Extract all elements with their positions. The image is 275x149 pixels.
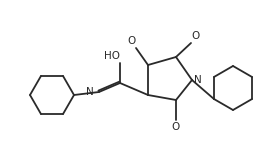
Text: N: N xyxy=(86,87,94,97)
Text: O: O xyxy=(128,36,136,46)
Text: N: N xyxy=(194,75,202,85)
Text: O: O xyxy=(172,122,180,132)
Text: HO: HO xyxy=(104,51,120,61)
Text: O: O xyxy=(191,31,199,41)
